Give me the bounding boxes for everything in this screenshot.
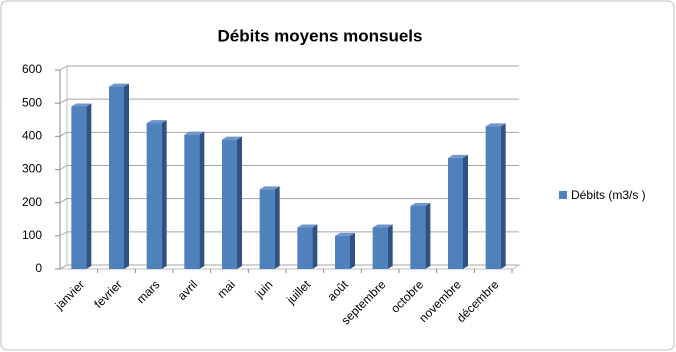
bar-top	[372, 224, 393, 228]
legend-label: Débits (m3/s )	[571, 188, 646, 202]
bar-side	[500, 123, 506, 269]
bar-top	[259, 186, 280, 190]
bar	[297, 227, 313, 269]
y-tick-label: 600	[22, 62, 42, 76]
bar	[184, 134, 200, 269]
bar-side	[312, 224, 318, 269]
grid-line	[59, 131, 519, 137]
y-tick-label: 0	[35, 261, 42, 275]
bar-top	[297, 224, 318, 228]
bar-top	[485, 123, 506, 127]
y-tick-label: 500	[22, 95, 42, 109]
legend-swatch	[559, 191, 567, 199]
y-tick-label: 200	[22, 195, 42, 209]
bar-side	[463, 154, 468, 269]
bar	[222, 139, 237, 269]
bar-side	[237, 136, 242, 269]
grid-line	[59, 264, 519, 270]
bar	[109, 86, 124, 269]
y-tick-label: 400	[22, 129, 42, 143]
bar-side	[161, 120, 167, 269]
bar-side	[387, 224, 393, 269]
chart-title: Débits moyens monsuels	[217, 26, 422, 45]
bar-top	[410, 202, 431, 206]
bar	[71, 106, 87, 269]
bar	[372, 227, 388, 269]
bar	[485, 126, 501, 269]
y-tick-label: 100	[22, 228, 42, 242]
bar-top	[335, 232, 355, 236]
bar-top	[222, 136, 242, 140]
bar	[146, 123, 162, 269]
bar-top	[146, 120, 167, 124]
bar	[259, 189, 275, 269]
bar-top	[109, 83, 129, 87]
bar-top	[184, 131, 205, 135]
grid-line	[59, 198, 519, 204]
bar-side	[124, 83, 129, 269]
grid-line	[59, 98, 519, 104]
grid-line	[59, 65, 519, 71]
bar	[448, 157, 463, 269]
bar-side	[274, 186, 280, 269]
grid-line	[59, 165, 519, 170]
bar-side	[425, 202, 431, 269]
bar	[335, 235, 350, 269]
grid-line	[59, 231, 519, 237]
bar-top	[448, 154, 468, 158]
bar-side	[86, 103, 92, 269]
y-tick-label: 300	[22, 162, 42, 176]
bar-side	[199, 131, 205, 269]
bar	[410, 205, 426, 269]
bar-top	[71, 103, 92, 107]
bar-side	[350, 232, 355, 269]
